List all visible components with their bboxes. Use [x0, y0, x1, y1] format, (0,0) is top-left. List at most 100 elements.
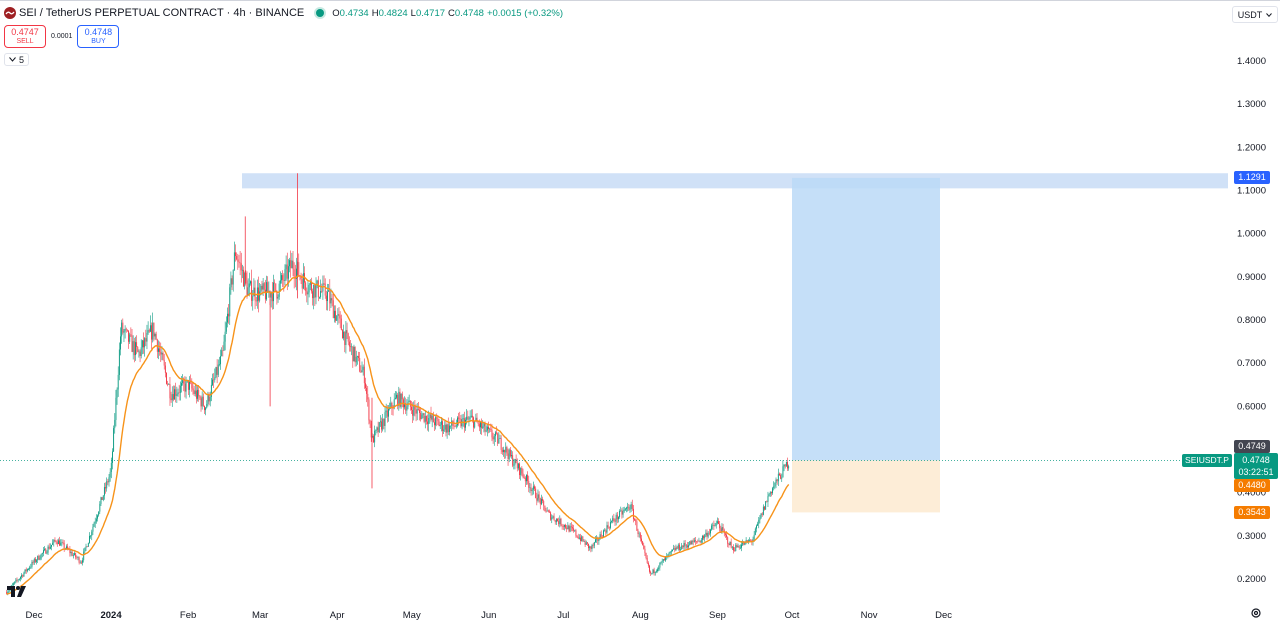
- candle[interactable]: [607, 525, 609, 528]
- candle[interactable]: [555, 518, 557, 523]
- candle[interactable]: [133, 341, 135, 356]
- candle[interactable]: [30, 566, 32, 568]
- candle[interactable]: [385, 410, 387, 413]
- candle[interactable]: [333, 310, 335, 319]
- candle[interactable]: [776, 479, 778, 482]
- candle[interactable]: [235, 252, 236, 257]
- candle[interactable]: [171, 394, 173, 401]
- candle[interactable]: [710, 529, 711, 534]
- candle[interactable]: [788, 466, 790, 469]
- candle[interactable]: [512, 455, 514, 466]
- candle[interactable]: [651, 573, 653, 574]
- candle[interactable]: [208, 394, 210, 402]
- candle[interactable]: [144, 338, 146, 348]
- candle[interactable]: [57, 540, 59, 545]
- candle[interactable]: [259, 291, 261, 301]
- candle[interactable]: [658, 567, 660, 570]
- candle[interactable]: [39, 558, 41, 560]
- candle[interactable]: [360, 371, 362, 373]
- candle[interactable]: [636, 521, 638, 531]
- candle[interactable]: [135, 342, 136, 356]
- candle[interactable]: [529, 487, 531, 489]
- candle[interactable]: [773, 486, 775, 489]
- candle[interactable]: [20, 577, 21, 579]
- candle[interactable]: [436, 417, 438, 419]
- candle[interactable]: [107, 481, 109, 483]
- candle[interactable]: [274, 282, 276, 284]
- candle[interactable]: [61, 542, 63, 543]
- candle[interactable]: [47, 546, 49, 553]
- candle[interactable]: [415, 409, 417, 414]
- candle[interactable]: [62, 542, 64, 543]
- candle[interactable]: [112, 451, 113, 463]
- candle[interactable]: [491, 429, 493, 438]
- candle[interactable]: [413, 405, 415, 416]
- candle[interactable]: [392, 408, 394, 409]
- candle[interactable]: [478, 423, 480, 428]
- candle[interactable]: [329, 290, 331, 304]
- candle[interactable]: [673, 548, 675, 550]
- candle[interactable]: [576, 535, 578, 537]
- candle[interactable]: [267, 282, 269, 293]
- candle[interactable]: [482, 426, 484, 428]
- candle[interactable]: [382, 418, 384, 430]
- candle[interactable]: [378, 422, 380, 433]
- candle[interactable]: [715, 523, 717, 526]
- candle[interactable]: [189, 381, 190, 390]
- candle[interactable]: [544, 505, 546, 512]
- candle[interactable]: [517, 463, 519, 469]
- candle[interactable]: [70, 552, 72, 554]
- candle[interactable]: [455, 425, 457, 427]
- candle[interactable]: [606, 525, 608, 533]
- candle[interactable]: [350, 346, 351, 348]
- candle[interactable]: [784, 464, 786, 467]
- candle[interactable]: [342, 330, 343, 339]
- candle[interactable]: [682, 545, 684, 548]
- candle[interactable]: [678, 544, 680, 550]
- candle[interactable]: [435, 417, 437, 426]
- candle[interactable]: [293, 269, 295, 277]
- candle[interactable]: [232, 269, 234, 285]
- candle[interactable]: [705, 532, 707, 536]
- candle[interactable]: [74, 553, 75, 555]
- candle[interactable]: [425, 415, 427, 422]
- candle[interactable]: [32, 561, 34, 563]
- candle[interactable]: [505, 447, 507, 453]
- candle[interactable]: [645, 553, 647, 558]
- candle[interactable]: [580, 537, 581, 542]
- candle[interactable]: [568, 525, 570, 532]
- candle[interactable]: [354, 346, 356, 363]
- candle[interactable]: [706, 532, 708, 537]
- candle[interactable]: [296, 268, 297, 279]
- candle[interactable]: [424, 415, 426, 422]
- candle[interactable]: [477, 422, 479, 424]
- candle[interactable]: [91, 531, 93, 536]
- candle[interactable]: [721, 527, 723, 532]
- candle[interactable]: [641, 538, 642, 542]
- candle[interactable]: [170, 398, 172, 401]
- candle[interactable]: [539, 498, 541, 505]
- candle[interactable]: [353, 346, 355, 362]
- candle[interactable]: [781, 477, 783, 479]
- candle[interactable]: [446, 424, 448, 433]
- candle[interactable]: [95, 518, 97, 522]
- candle[interactable]: [688, 545, 690, 548]
- candle[interactable]: [374, 430, 376, 443]
- candle[interactable]: [324, 283, 326, 296]
- candle[interactable]: [300, 276, 302, 280]
- candle[interactable]: [668, 552, 670, 555]
- candle[interactable]: [103, 487, 105, 496]
- candle[interactable]: [222, 350, 224, 351]
- candle[interactable]: [172, 394, 174, 400]
- candle[interactable]: [327, 291, 328, 302]
- candle[interactable]: [584, 541, 586, 545]
- candle[interactable]: [230, 278, 232, 288]
- candle[interactable]: [298, 262, 300, 277]
- candle[interactable]: [279, 280, 281, 284]
- candle[interactable]: [421, 414, 423, 420]
- candle[interactable]: [631, 504, 633, 509]
- candle[interactable]: [18, 578, 20, 580]
- candle[interactable]: [224, 331, 226, 342]
- candle[interactable]: [200, 398, 202, 407]
- candle[interactable]: [276, 290, 278, 299]
